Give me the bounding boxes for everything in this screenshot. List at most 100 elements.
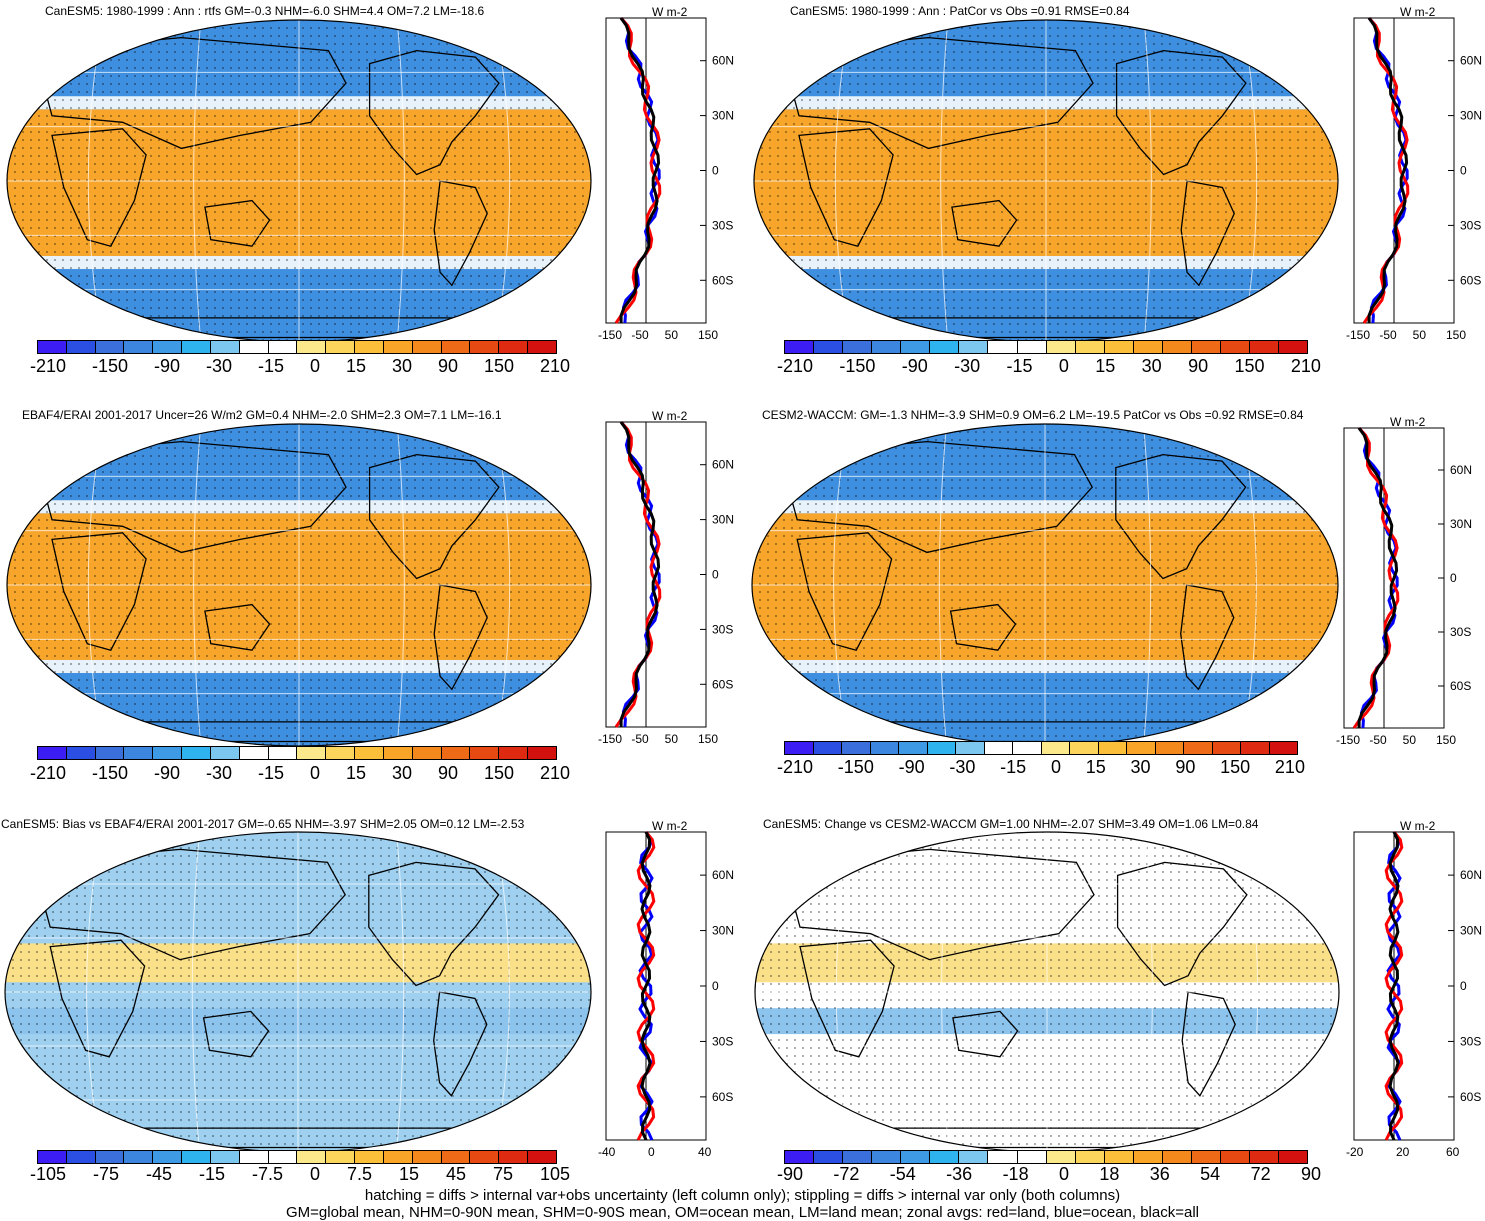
zonal-xtick-label: -40 bbox=[598, 1145, 616, 1159]
colorbar-tick-label: 90 bbox=[437, 356, 458, 376]
namerica-coastline bbox=[368, 49, 500, 176]
namerica-coastline bbox=[1115, 453, 1247, 580]
colorbar-swatch bbox=[814, 1151, 844, 1163]
zonal-xtick-label: 0 bbox=[648, 1145, 655, 1159]
colorbar-swatch bbox=[1279, 1151, 1308, 1163]
eurasia-coastline bbox=[33, 440, 347, 554]
samerica-coastline bbox=[433, 180, 488, 287]
africa-coastline bbox=[49, 939, 146, 1058]
australia-coastline bbox=[951, 199, 1018, 247]
lat-label: 30S bbox=[712, 218, 733, 232]
colorbar-swatch bbox=[959, 341, 989, 353]
zonal-units-label: W m-2 bbox=[1390, 415, 1426, 429]
world-map bbox=[6, 19, 592, 343]
colorbar-tick-label: 150 bbox=[483, 356, 514, 376]
zonal-xtick-label: -50 bbox=[1369, 733, 1387, 747]
colorbar-swatch bbox=[1220, 1151, 1250, 1163]
colorbar-swatch bbox=[441, 341, 471, 353]
colorbar-swatch bbox=[268, 1151, 298, 1163]
colorbar-swatch bbox=[182, 747, 211, 759]
colorbar-tick-label: -30 bbox=[205, 763, 232, 783]
lat-label: 60S bbox=[1450, 679, 1471, 693]
colorbar-tick-label: 45 bbox=[445, 1164, 466, 1184]
colorbar-tick-label: -150 bbox=[837, 757, 874, 777]
colorbar-tick-label: 90 bbox=[1188, 356, 1209, 376]
colorbar-labels: -210 -150 -90 -30 -15 0 15 30 90 150 210 bbox=[777, 757, 1305, 778]
colorbar-tick-label: 18 bbox=[1099, 1164, 1120, 1184]
colorbar-tick-label: -30 bbox=[949, 757, 976, 777]
zonal-frame bbox=[1353, 831, 1455, 1141]
panel-title: CanESM5: 1980-1999 : Ann : PatCor vs Obs… bbox=[790, 4, 1130, 18]
colorbar-swatch bbox=[1046, 341, 1076, 353]
colorbar-tick-label: 0 bbox=[1058, 1164, 1069, 1184]
colorbar-tick-label: -30 bbox=[954, 356, 981, 376]
graticule-line bbox=[940, 20, 949, 342]
colorbar-swatch bbox=[95, 747, 125, 759]
land-zonal-curve bbox=[614, 421, 662, 728]
eurasia-coastline bbox=[781, 848, 1095, 961]
colorbar-swatch bbox=[470, 747, 500, 759]
land-zonal-curve bbox=[1362, 17, 1410, 324]
colorbar-swatch bbox=[1155, 742, 1184, 754]
colorbar-tick-label: -45 bbox=[145, 1164, 172, 1184]
lat-label: 60S bbox=[712, 677, 733, 691]
colorbar-tick-label: -150 bbox=[839, 356, 876, 376]
samerica-coastline bbox=[433, 584, 488, 691]
colorbar-swatch bbox=[528, 341, 556, 353]
zonal-mean-plot: W m-2 60N 30N 0 30S 60S -150 -50 50 150 bbox=[1346, 5, 1482, 342]
colorbar-tick-label: 90 bbox=[1175, 757, 1196, 777]
colorbar-tick-label: 15 bbox=[1095, 356, 1116, 376]
africa-coastline bbox=[796, 532, 893, 651]
graticule-line bbox=[395, 832, 405, 1152]
world-map bbox=[4, 831, 592, 1153]
eurasia-coastline bbox=[778, 440, 1093, 554]
colorbar-swatch bbox=[66, 341, 96, 353]
colorbar-swatch bbox=[785, 1151, 815, 1163]
colorbar-swatch bbox=[297, 747, 327, 759]
colorbar-swatch bbox=[153, 341, 183, 353]
lat-label: 60S bbox=[1460, 1090, 1481, 1104]
zonal-units-label: W m-2 bbox=[652, 819, 688, 833]
lat-label: 0 bbox=[712, 568, 719, 582]
colorbar-swatch bbox=[988, 341, 1018, 353]
colorbar-tick-label: 15 bbox=[345, 763, 366, 783]
eurasia-coastline bbox=[33, 36, 347, 150]
lat-label: 60N bbox=[712, 54, 734, 68]
colorbar-swatch bbox=[355, 747, 384, 759]
colorbar-tick-label: -210 bbox=[777, 757, 814, 777]
colorbar-swatch bbox=[499, 1151, 529, 1163]
colorbar-tick-label: -210 bbox=[30, 356, 67, 376]
colorbar-swatch bbox=[210, 747, 240, 759]
colorbar-tick-label: 150 bbox=[1234, 356, 1265, 376]
zonal-xtick-label: -150 bbox=[598, 328, 622, 342]
colorbar-swatch bbox=[355, 1151, 384, 1163]
panel-title: CanESM5: Bias vs EBAF4/ERAI 2001-2017 GM… bbox=[1, 817, 525, 831]
lat-label: 60N bbox=[712, 458, 734, 472]
colorbar-tick-label: -90 bbox=[154, 763, 181, 783]
colorbar-tick-label: 210 bbox=[1274, 757, 1305, 777]
colorbar-swatch bbox=[239, 747, 269, 759]
zonal-xtick-label: 50 bbox=[665, 732, 679, 746]
lat-label: 0 bbox=[1450, 571, 1457, 585]
colorbar-swatch bbox=[927, 742, 956, 754]
zonal-xtick-label: -150 bbox=[1336, 733, 1360, 747]
colorbar-swatch bbox=[1041, 742, 1070, 754]
colorbar bbox=[37, 1150, 557, 1164]
lat-label: 30S bbox=[1450, 625, 1471, 639]
africa-coastline bbox=[798, 128, 894, 247]
graticule-line bbox=[1143, 20, 1152, 342]
africa-coastline bbox=[51, 128, 147, 247]
samerica-coastline bbox=[1180, 584, 1235, 691]
colorbar-swatch bbox=[1162, 1151, 1192, 1163]
lat-label: 60S bbox=[712, 273, 733, 287]
colorbar-swatch bbox=[842, 742, 871, 754]
colorbar-swatch bbox=[95, 1151, 125, 1163]
colorbar-swatch bbox=[988, 1151, 1018, 1163]
colorbar-swatch bbox=[383, 747, 413, 759]
colorbar-tick-label: 30 bbox=[1141, 356, 1162, 376]
lat-label: 30N bbox=[1450, 517, 1472, 531]
colorbar-swatch bbox=[499, 341, 529, 353]
colorbar-labels: -210 -150 -90 -30 -15 0 15 30 90 150 210 bbox=[777, 356, 1321, 377]
colorbar-swatch bbox=[1220, 341, 1250, 353]
graticule-line bbox=[938, 424, 948, 746]
